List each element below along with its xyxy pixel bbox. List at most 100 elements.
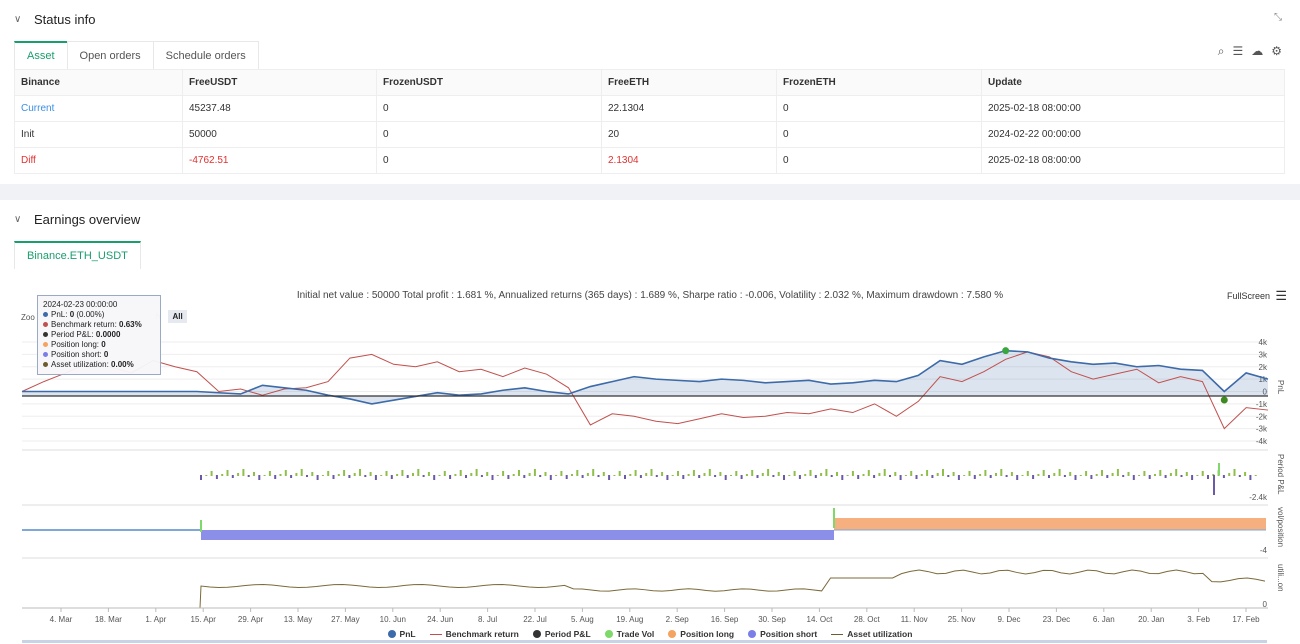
period-bar: [1254, 475, 1257, 476]
period-bar: [1010, 472, 1013, 476]
period-bar: [645, 473, 648, 476]
cloud-upload-icon[interactable]: ☁: [1251, 44, 1264, 58]
legend-item[interactable]: Period P&L: [532, 629, 591, 639]
period-bar: [1122, 475, 1125, 477]
tab-schedule-orders[interactable]: Schedule orders: [152, 41, 259, 69]
period-bar: [1032, 475, 1035, 479]
period-bar: [459, 470, 462, 476]
period-bar: [952, 472, 955, 476]
table-cell: 2.1304: [601, 147, 777, 174]
x-tick-label: 8. Jul: [478, 615, 497, 624]
period-bar: [290, 475, 293, 478]
period-bar: [427, 472, 430, 476]
earnings-header[interactable]: ∨ Earnings overview: [14, 212, 140, 227]
period-bar: [200, 475, 202, 480]
tooltip-line: Position short: 0: [43, 350, 155, 360]
period-bar: [242, 469, 245, 476]
y-tick-label: 4k: [1259, 338, 1268, 347]
menu-icon[interactable]: ☰: [1275, 288, 1287, 303]
table-cell: 2025-02-18 08:00:00: [981, 95, 1285, 122]
table-cell: Init: [14, 121, 183, 148]
legend-item[interactable]: Benchmark return: [429, 629, 519, 639]
period-bar: [443, 471, 446, 476]
fullscreen-button[interactable]: FullScreen: [1226, 291, 1270, 301]
period-bar: [486, 472, 489, 476]
search-icon[interactable]: ⌕: [1217, 44, 1225, 58]
list-icon[interactable]: ☰: [1232, 44, 1244, 58]
period-bar: [592, 469, 595, 476]
period-bar: [454, 474, 457, 476]
legend-item[interactable]: Asset utilization: [831, 629, 912, 639]
tooltip-date: 2024-02-23 00:00:00: [43, 300, 118, 309]
period-bar: [1143, 471, 1146, 476]
stats-summary: Initial net value : 50000 Total profit :…: [296, 290, 1004, 301]
period-bar: [1249, 475, 1252, 480]
period-bar: [1037, 474, 1040, 476]
period-bar: [963, 475, 966, 476]
period-bar: [873, 475, 876, 478]
period-bar: [719, 472, 722, 476]
x-tick-label: 5. Aug: [571, 615, 594, 624]
x-tick-label: 20. Jan: [1138, 615, 1164, 624]
period-bar: [470, 473, 473, 476]
period-bar: [836, 472, 838, 476]
period-bar: [1090, 475, 1093, 479]
zoom-all-button[interactable]: All: [168, 310, 187, 323]
period-bar: [841, 475, 844, 480]
zoom-label: Zoo: [21, 313, 35, 322]
period-bar: [820, 473, 823, 476]
series-dot-icon: [43, 362, 48, 368]
status-header[interactable]: ∨ Status info: [14, 12, 95, 27]
period-bar: [624, 475, 626, 479]
tooltip-label: Position short:: [51, 350, 104, 359]
period-bar: [1095, 474, 1098, 476]
earnings-chart[interactable]: 4k 3k 2k 1k 0 -1k -2k -3k -4k -2.4k -4 0 4. Mar 18. M…: [0, 200, 1300, 644]
period-tick-label: -2.4k: [1249, 493, 1268, 502]
x-tick-label: 27. May: [331, 615, 359, 624]
period-bar: [703, 473, 706, 476]
period-bar: [1244, 472, 1247, 476]
x-tick-label: 3. Feb: [1187, 615, 1210, 624]
tab-asset[interactable]: Asset: [14, 41, 68, 69]
period-bar: [650, 469, 653, 476]
x-tick-label: 9. Dec: [997, 615, 1020, 624]
column-header: FreeUSDT: [182, 69, 377, 96]
legend-item[interactable]: Position long: [668, 629, 734, 639]
period-bar: [258, 475, 261, 480]
utilization-axis-title: utili...on: [1276, 564, 1285, 592]
tooltip-label: Benchmark return:: [51, 320, 120, 329]
legend-item[interactable]: PnL: [387, 629, 416, 639]
period-bar: [449, 475, 452, 479]
collapse-icon[interactable]: ⤡: [1274, 12, 1282, 23]
period-bar: [274, 475, 277, 479]
period-bar: [385, 471, 388, 476]
period-bar: [475, 469, 478, 476]
period-bar: [1228, 473, 1231, 476]
position-axis-title: vol/position: [1276, 507, 1285, 548]
table-cell: 50000: [182, 121, 377, 148]
tooltip-line: Period P&L: 0.0000: [43, 330, 155, 340]
utilization-line: [22, 569, 1266, 609]
legend-label: Benchmark return: [445, 629, 519, 639]
period-bar: [708, 469, 711, 476]
tooltip-label: Position long:: [51, 340, 102, 349]
period-bar: [682, 475, 685, 479]
period-bar: [889, 475, 891, 477]
y-tick-label: -3k: [1256, 425, 1268, 434]
chevron-down-icon[interactable]: ∨: [14, 14, 22, 25]
tab-open-orders[interactable]: Open orders: [66, 41, 154, 69]
period-bar: [1116, 469, 1119, 476]
period-bar: [380, 475, 383, 476]
legend-item[interactable]: Position short: [748, 629, 817, 639]
period-bar: [480, 475, 483, 477]
status-tabs: Asset Open orders Schedule orders: [14, 41, 259, 69]
chevron-down-icon[interactable]: ∨: [14, 214, 22, 225]
x-tick-label: 14. Oct: [807, 615, 834, 624]
period-bar: [1196, 475, 1199, 476]
period-bar: [237, 473, 240, 476]
tab-binance-eth-usdt[interactable]: Binance.ETH_USDT: [14, 241, 141, 269]
period-bar: [772, 475, 775, 477]
legend-item[interactable]: Trade Vol: [604, 629, 654, 639]
period-bar: [846, 475, 849, 476]
gear-icon[interactable]: ⚙: [1271, 44, 1282, 58]
